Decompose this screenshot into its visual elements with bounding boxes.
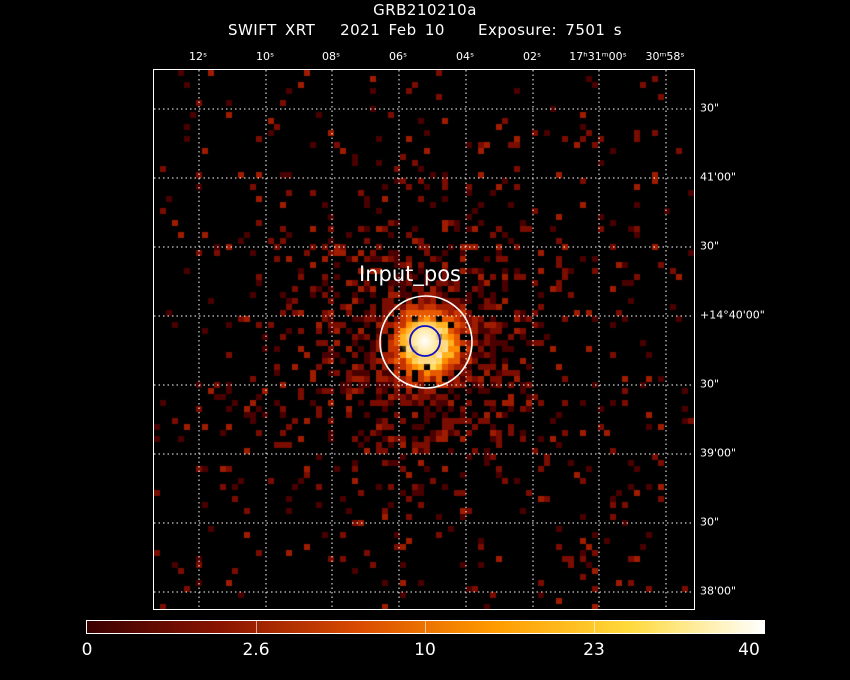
dec-label: 38'00": [700, 584, 737, 598]
source-label: Input_pos: [359, 262, 461, 286]
ra-label: 02ˢ: [522, 50, 542, 63]
colorbar-tick: [256, 620, 257, 634]
dec-label: 30": [700, 515, 720, 529]
dec-label: 30": [700, 377, 720, 391]
ra-label: 30ᵐ58ˢ: [645, 50, 685, 63]
ra-label: 04ˢ: [455, 50, 475, 63]
source-region-circle: [379, 295, 473, 389]
xray-image-panel[interactable]: [153, 69, 695, 610]
colorbar-label: 23: [583, 640, 605, 660]
observation-subtitle: SWIFT XRT 2021 Feb 10 Exposure: 7501 s: [227, 21, 623, 39]
colorbar-tick: [594, 620, 595, 634]
colorbar-label: 0: [81, 640, 93, 660]
dec-label: +14°40'00": [700, 308, 765, 322]
ra-label: 08ˢ: [321, 50, 341, 63]
colorbar-label: 40: [738, 640, 760, 660]
ra-label: 17ʰ31ᵐ00ˢ: [569, 50, 627, 63]
colorbar-label: 2.6: [242, 640, 270, 660]
dec-label: 30": [700, 239, 720, 253]
ra-label: 06ˢ: [388, 50, 408, 63]
dec-label: 41'00": [700, 170, 737, 184]
ra-label: 10ˢ: [255, 50, 275, 63]
coordinate-grid: [154, 70, 694, 609]
error-circle: [409, 325, 441, 357]
dec-label: 39'00": [700, 446, 737, 460]
overlay-layer: [154, 70, 694, 609]
colorbar-tick: [425, 620, 426, 634]
image-title: GRB210210a: [373, 1, 477, 19]
photon-count-image: [154, 70, 694, 609]
colorbar-label: 10: [414, 640, 436, 660]
ra-label: 12ˢ: [188, 50, 208, 63]
dec-label: 30": [700, 101, 720, 115]
